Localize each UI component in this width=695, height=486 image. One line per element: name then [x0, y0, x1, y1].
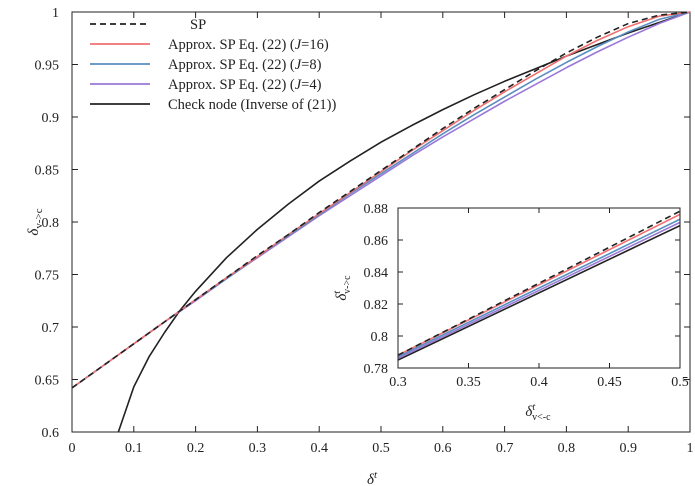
- inset-y-tick-label: 0.86: [364, 234, 389, 249]
- main-x-tick-label: 0.3: [249, 441, 267, 456]
- main-y-tick-label: 0.95: [35, 59, 60, 74]
- main-x-tick-label: 1: [687, 441, 694, 456]
- main-x-axis-label: δt: [367, 469, 378, 486]
- inset-y-axis-label-sub: v->c: [342, 275, 353, 294]
- main-x-tick-label: 0.7: [496, 441, 514, 456]
- inset-x-tick-label: 0.5: [671, 375, 689, 390]
- inset-series-line-0: [398, 210, 680, 356]
- main-y-tick-label: 0.9: [42, 111, 60, 126]
- inset-x-tick-label: 0.35: [456, 375, 481, 390]
- main-series-group: [71, 11, 691, 433]
- inset-x-axis-label-sup: t: [532, 402, 535, 413]
- inset-y-tick-label: 0.88: [364, 202, 389, 217]
- main-y-tick-label: 0.65: [35, 374, 60, 389]
- main-x-tick-label: 0.8: [558, 441, 576, 456]
- inset-y-tick-label: 0.78: [364, 362, 389, 377]
- main-y-tick-label: 0.8: [42, 216, 60, 231]
- main-y-tick-label: 1: [52, 6, 59, 21]
- inset-x-axis-label-base: δ: [525, 404, 533, 420]
- inset-y-axis-label-sup: t: [332, 291, 343, 294]
- inset-series-line-2: [398, 218, 680, 358]
- inset-y-ticks: 0.78 0.8 0.82 0.84 0.86 0.88: [364, 202, 680, 377]
- inset-y-axis-label: δtv->c: [332, 275, 353, 301]
- inset-series-line-3: [398, 221, 680, 360]
- main-y-tick-label: 0.6: [42, 426, 60, 441]
- main-y-axis-label: δv->c: [26, 208, 45, 235]
- main-x-axis-label-base: δ: [367, 472, 375, 486]
- main-x-tick-label: 0.9: [619, 441, 637, 456]
- legend-label-3: Approx. SP Eq. (22) (J=4): [168, 77, 322, 93]
- main-y-tick-label: 0.85: [35, 164, 60, 179]
- main-x-ticks: 0 0.1 0.2 0.3 0.4 0.5 0.6 0.7 0.8 0.9 1: [69, 12, 694, 456]
- inset-x-tick-label: 0.45: [597, 375, 622, 390]
- main-x-tick-label: 0.6: [434, 441, 452, 456]
- legend-label-0: SP: [190, 17, 206, 33]
- inset-x-axis-label-sub: v<-c: [532, 412, 551, 423]
- main-x-axis-label-sup: t: [374, 469, 378, 481]
- main-x-tick-label: 0.1: [125, 441, 143, 456]
- inset-x-tick-label: 0.4: [530, 375, 548, 390]
- main-x-tick-label: 0.5: [372, 441, 390, 456]
- inset-y-tick-label: 0.84: [364, 266, 389, 281]
- inset-y-axis-label-base: δ: [334, 293, 350, 301]
- inset-x-axis-label: δt v<-c: [525, 402, 551, 423]
- main-series-line-4: [117, 11, 691, 433]
- inset-y-tick-label: 0.82: [364, 298, 389, 313]
- main-series-line-1: [71, 11, 691, 389]
- main-y-axis-label-base: δ: [26, 228, 42, 236]
- legend: SP Approx. SP Eq. (22) (J=16) Approx. SP E…: [90, 17, 336, 113]
- inset-y-tick-label: 0.8: [371, 330, 389, 345]
- legend-label-1: Approx. SP Eq. (22) (J=16): [168, 37, 329, 53]
- main-x-tick-label: 0.2: [187, 441, 205, 456]
- main-y-ticks: 0.6 0.65 0.7 0.75 0.8 0.85 0.9 0.95 1: [35, 6, 690, 441]
- main-y-axis-label-sub: v->c: [33, 208, 45, 228]
- main-x-tick-label: 0: [69, 441, 76, 456]
- inset-x-tick-label: 0.3: [389, 375, 407, 390]
- main-y-tick-label: 0.7: [42, 321, 60, 336]
- legend-label-4: Check node (Inverse of (21)): [168, 97, 336, 113]
- main-x-tick-label: 0.4: [310, 441, 328, 456]
- main-y-tick-label: 0.75: [35, 269, 60, 284]
- inset-series-line-4: [398, 224, 680, 361]
- inset-x-ticks: 0.3 0.35 0.4 0.45 0.5: [389, 208, 689, 390]
- legend-label-2: Approx. SP Eq. (22) (J=8): [168, 57, 322, 73]
- main-series-line-0: [71, 11, 691, 389]
- inset-series-group: [398, 210, 680, 361]
